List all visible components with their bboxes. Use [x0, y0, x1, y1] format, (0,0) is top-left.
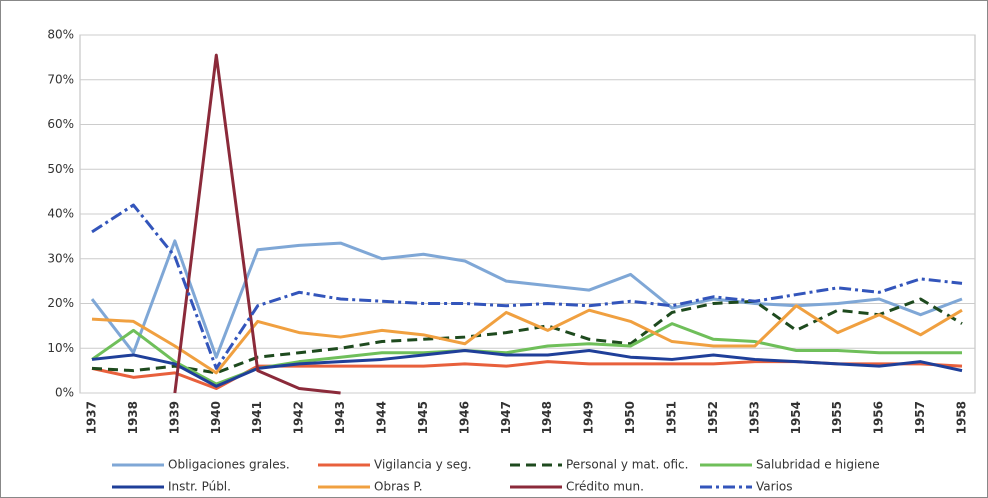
y-tick-label: 70%	[47, 72, 74, 86]
series-line	[91, 304, 963, 375]
series-line	[173, 53, 341, 395]
y-tick-label: 50%	[47, 162, 74, 176]
x-tick-label: 1957	[913, 401, 927, 434]
x-tick-label: 1951	[665, 401, 679, 434]
x-tick-label: 1943	[333, 401, 347, 434]
x-tick-label: 1950	[623, 401, 637, 434]
x-tick-label: 1941	[250, 401, 264, 434]
y-tick-label: 40%	[47, 207, 74, 221]
legend-label: Vigilancia y seg.	[374, 458, 472, 472]
x-tick-label: 1938	[126, 401, 140, 434]
x-tick-label: 1946	[457, 401, 471, 434]
legend-label: Varios	[756, 480, 793, 494]
y-tick-label: 0%	[55, 386, 74, 400]
legend-label: Obras P.	[374, 480, 423, 494]
x-tick-label: 1942	[292, 401, 306, 434]
legend-label: Instr. Públ.	[168, 480, 231, 494]
x-tick-label: 1940	[209, 401, 223, 434]
series-line	[91, 203, 963, 370]
x-tick-label: 1939	[167, 401, 181, 434]
legend-label: Obligaciones grales.	[168, 458, 290, 472]
y-tick-label: 60%	[47, 117, 74, 131]
x-tick-label: 1945	[416, 401, 430, 434]
x-tick-label: 1954	[789, 401, 803, 434]
y-tick-label: 30%	[47, 251, 74, 265]
legend-label: Crédito mun.	[566, 480, 644, 494]
series-line	[91, 348, 963, 388]
x-tick-label: 1944	[375, 401, 389, 434]
legend-label: Personal y mat. ofic.	[566, 458, 688, 472]
x-tick-label: 1949	[582, 401, 596, 434]
x-tick-label: 1948	[540, 401, 554, 434]
x-tick-label: 1955	[830, 401, 844, 434]
x-tick-label: 1952	[706, 401, 720, 434]
legend-label: Salubridad e higiene	[756, 458, 880, 472]
x-tick-label: 1953	[747, 401, 761, 434]
y-tick-label: 10%	[47, 341, 74, 355]
x-tick-label: 1956	[872, 401, 886, 434]
x-tick-label: 1947	[499, 401, 513, 434]
y-tick-label: 20%	[47, 296, 74, 310]
x-tick-label: 1937	[85, 401, 99, 434]
x-tick-label: 1958	[955, 401, 969, 434]
series-line	[90, 239, 963, 359]
y-tick-label: 80%	[47, 28, 74, 42]
